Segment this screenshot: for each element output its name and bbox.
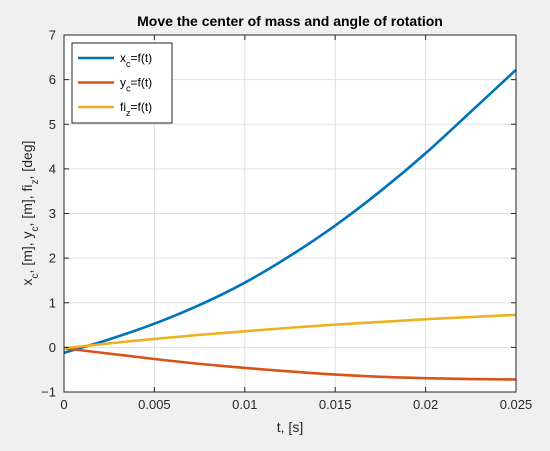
x-axis-title: t, [s] [277,419,303,435]
tick-layer: 0 0.005 0.01 0.015 0.02 0.025 −1 0 1 2 3 4 5 6 7 [41,28,532,413]
legend-label-subscript: c [126,84,131,94]
y-axis-title: xc, [m], yc, [m], fiz, [deg] [19,141,41,286]
y-tick-label: −1 [41,385,56,400]
y-axis-title-part: , [deg] [19,141,35,180]
y-tick-label: 4 [49,161,56,176]
y-axis-title-part: , [m], fi [19,184,35,226]
x-tick-label: 0 [60,397,67,412]
y-axis-title-part: x [19,278,35,285]
y-tick-label: 6 [49,72,56,87]
y-axis-title-subscript: z [30,179,41,184]
grid-layer [64,35,516,392]
chart-title: Move the center of mass and angle of rot… [137,13,443,29]
legend-label-subscript: c [126,59,131,69]
legend-label-3: fiz=f(t) [120,100,152,118]
legend-label-main: x [120,51,126,65]
y-axis-title-part: , [m], y [19,231,35,273]
y-tick-label: 7 [49,28,56,43]
x-tick-label: 0.015 [319,397,352,412]
legend-label-subscript: z [126,108,131,118]
legend-label-main: fi [120,100,126,114]
x-tick-label: 0.025 [500,397,533,412]
series-line-3 [63,313,517,350]
y-axis-title-subscript: c [30,273,41,278]
y-tick-label: 0 [49,340,56,355]
y-tick-label: 5 [49,117,56,132]
y-tick-label: 2 [49,251,56,266]
legend-label-rest: =f(t) [131,76,153,90]
x-tick-label: 0.01 [232,397,257,412]
legend-label-2: yc=f(t) [120,76,152,94]
legend-label-main: y [120,76,126,90]
legend: xc=f(t)yc=f(t)fiz=f(t) [71,42,173,124]
y-tick-label: 3 [49,206,56,221]
y-tick-label: 1 [49,295,56,310]
y-axis-title-subscript: c [30,226,41,231]
legend-label-rest: =f(t) [131,100,153,114]
legend-label-1: xc=f(t) [120,51,152,69]
legend-label-rest: =f(t) [131,51,153,65]
series-line-2 [63,346,517,381]
x-tick-label: 0.005 [138,397,171,412]
series-line-1 [63,68,517,354]
x-tick-label: 0.02 [413,397,438,412]
series-layer [63,68,517,381]
